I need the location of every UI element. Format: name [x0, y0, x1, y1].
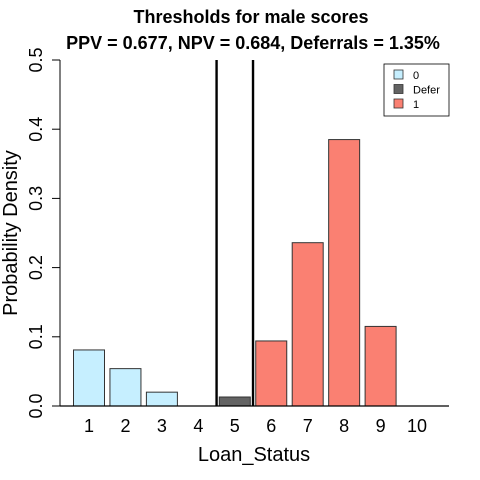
bar-6 — [255, 340, 288, 407]
x-tick-label-4: 4 — [193, 416, 203, 436]
legend-swatch-0 — [393, 69, 404, 80]
y-tick-label: 0.0 — [26, 393, 46, 418]
y-axis-label: Probability Density — [0, 150, 22, 316]
legend-swatch-Defer — [393, 84, 404, 94]
chart-subtitle: PPV = 0.677, NPV = 0.684, Deferrals = 1.… — [66, 33, 440, 53]
x-tick-label-2: 2 — [120, 416, 130, 436]
x-tick-label-5: 5 — [230, 416, 240, 436]
bar-7 — [291, 242, 324, 407]
x-axis-label: Loan_Status — [198, 444, 310, 466]
x-tick-label-1: 1 — [84, 416, 94, 436]
y-tick-label: 0.5 — [26, 47, 46, 72]
bar-1 — [73, 349, 105, 407]
y-tick-label: 0.1 — [26, 324, 46, 349]
y-tick-label: 0.2 — [26, 255, 46, 280]
x-tick-label-8: 8 — [339, 416, 349, 436]
y-tick-label: 0.4 — [26, 117, 46, 142]
legend-label-1: 1 — [413, 99, 419, 111]
x-tick-label-9: 9 — [376, 416, 386, 436]
bar-5 — [218, 396, 251, 407]
x-tick-label-3: 3 — [157, 416, 167, 436]
legend-label-0: 0 — [413, 70, 419, 82]
bar-9 — [364, 325, 397, 407]
chart-title: Thresholds for male scores — [133, 7, 368, 27]
x-tick-label-10: 10 — [407, 416, 427, 436]
bar-3 — [145, 391, 178, 407]
x-tick-label-7: 7 — [303, 416, 313, 436]
legend-label-Defer: Defer — [413, 85, 440, 97]
plot-area: 0.0 0.1 0.2 0.3 0.4 0.5 1 2 3 4 5 6 7 8 9 10 0 Defer 1 — [26, 47, 450, 436]
y-tick-label: 0.3 — [26, 186, 46, 211]
x-tick-label-6: 6 — [266, 416, 276, 436]
bar-2 — [109, 368, 142, 407]
bar-8 — [328, 139, 361, 407]
legend-swatch-1 — [393, 98, 404, 109]
